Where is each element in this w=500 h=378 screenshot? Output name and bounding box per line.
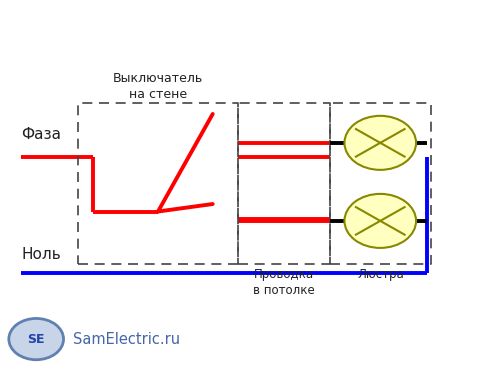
Circle shape — [9, 318, 64, 360]
Text: Люстра: Люстра — [357, 268, 404, 281]
Text: Фаза: Фаза — [22, 127, 62, 142]
Text: Выключатель
на стене: Выключатель на стене — [113, 72, 203, 101]
Circle shape — [344, 116, 416, 170]
Text: SamElectric.ru: SamElectric.ru — [74, 332, 180, 347]
Circle shape — [344, 194, 416, 248]
Text: Ноль: Ноль — [22, 247, 61, 262]
Text: Проводка
в потолке: Проводка в потолке — [252, 268, 314, 297]
Text: SE: SE — [28, 333, 45, 345]
